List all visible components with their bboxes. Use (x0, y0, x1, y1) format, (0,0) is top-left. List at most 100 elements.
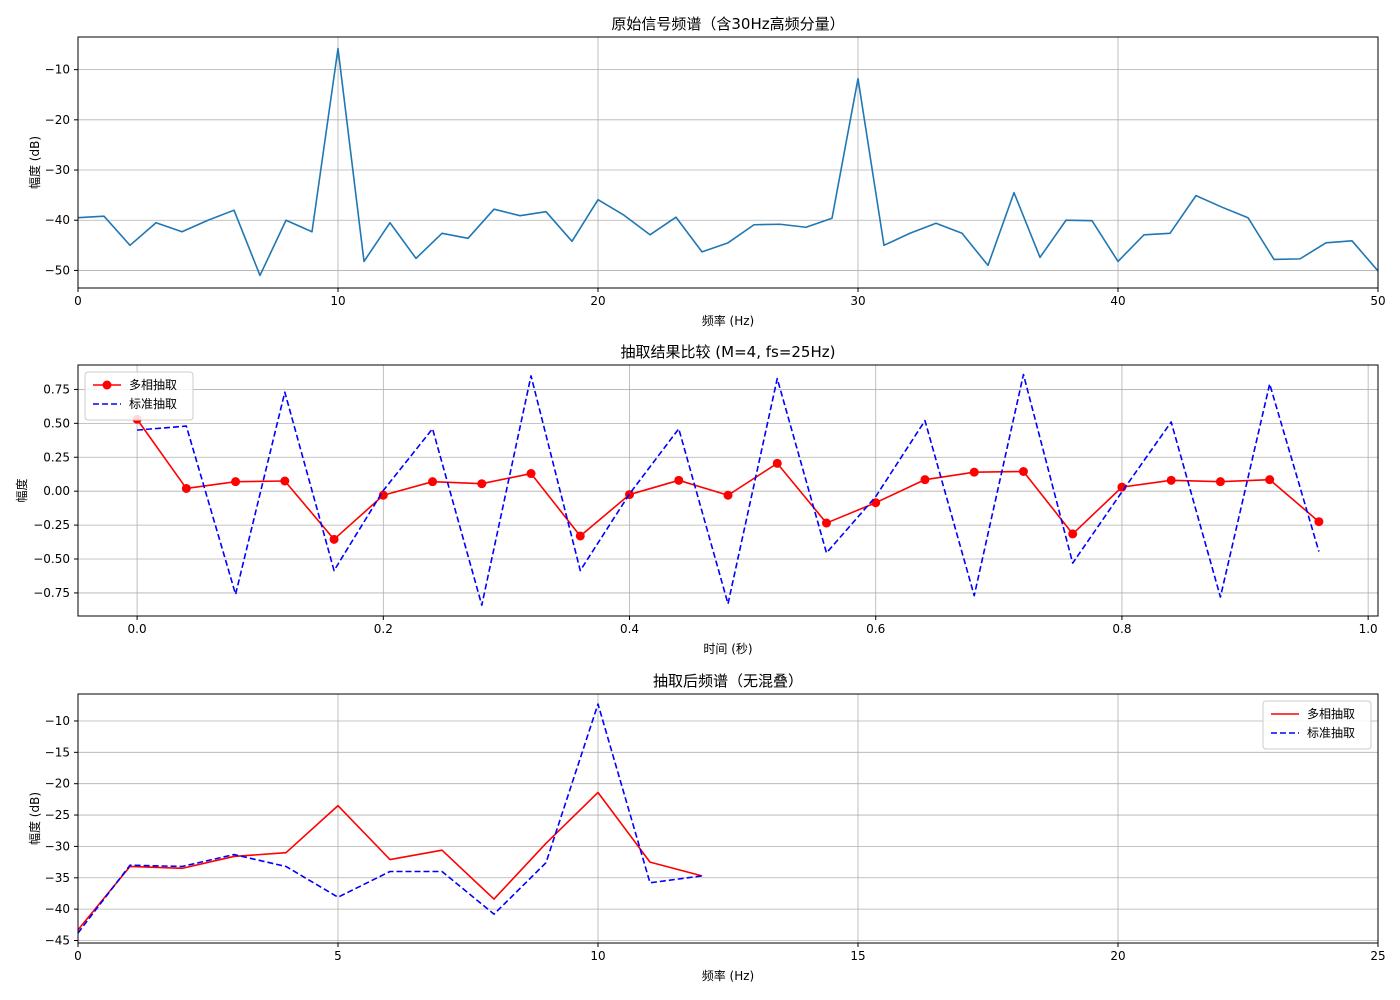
data-point (1068, 529, 1078, 539)
legend-item: 多相抽取 (93, 378, 177, 392)
data-point (181, 483, 191, 493)
y-tick-label: 0.25 (43, 450, 70, 464)
y-tick-label: −45 (45, 933, 70, 947)
y-tick-label: −0.25 (33, 518, 70, 532)
data-point (1265, 475, 1275, 485)
x-axis-label: 时间 (秒) (703, 642, 752, 656)
y-tick-label: −10 (45, 63, 70, 77)
data-point (575, 531, 585, 541)
series-line (78, 791, 703, 931)
y-tick-label: −0.50 (33, 552, 70, 566)
plot-area (78, 694, 1378, 943)
legend-label: 标准抽取 (1307, 726, 1355, 740)
x-tick-label: 5 (334, 949, 342, 963)
y-tick-label: −20 (45, 113, 70, 127)
y-tick-label: −50 (45, 263, 70, 277)
chart-title: 原始信号频谱（含30Hz高频分量） (611, 15, 844, 33)
x-tick-label: 25 (1370, 949, 1385, 963)
y-tick-label: −15 (45, 745, 70, 759)
y-tick-label: −0.75 (33, 586, 70, 600)
x-tick-label: 0.6 (866, 622, 885, 636)
data-point (1018, 467, 1028, 477)
y-tick-label: 0.50 (43, 416, 70, 430)
chart-original-spectrum: 0 10 20 30 40 50 −50 −40 −30 −20 −10 原始信号频谱（含30Hz高频… (27, 15, 1386, 328)
x-tick-label: 0.8 (1112, 622, 1131, 636)
x-tick-label: 30 (850, 294, 865, 308)
data-point (1314, 517, 1324, 527)
y-tick-label: 0.00 (43, 484, 70, 498)
data-point (871, 498, 881, 508)
y-tick-label: −40 (45, 213, 70, 227)
series-line (78, 47, 1378, 277)
legend-item: 标准抽取 (93, 397, 177, 411)
series-2 (78, 703, 703, 934)
y-axis-label: 幅度 (14, 478, 29, 502)
legend-box (1262, 700, 1372, 750)
legend-item: 多相抽取 (1271, 707, 1355, 721)
x-tick-label: 10 (590, 949, 605, 963)
x-tick-label: 0.2 (374, 622, 393, 636)
data-point (1215, 477, 1225, 487)
data-point (526, 469, 536, 479)
data-point (674, 475, 684, 485)
data-point (280, 476, 290, 486)
data-point (378, 490, 388, 500)
data-point (231, 477, 241, 487)
series-1 (78, 47, 1378, 277)
x-tick-label: 50 (1370, 294, 1385, 308)
x-tick-label: 20 (1110, 949, 1125, 963)
legend-box (84, 371, 194, 421)
x-tick-label: 20 (590, 294, 605, 308)
x-tick-label: 0.0 (128, 622, 147, 636)
y-axis-label: 幅度 (dB) (27, 792, 42, 845)
data-point (821, 518, 831, 528)
y-tick-label: −30 (45, 839, 70, 853)
data-point (477, 479, 487, 489)
x-tick-label: 1.0 (1359, 622, 1378, 636)
legend-label: 多相抽取 (129, 378, 177, 392)
chart-title: 抽取结果比较 (M=4, fs=25Hz) (621, 343, 836, 361)
x-tick-label: 40 (1110, 294, 1125, 308)
data-point (428, 477, 438, 487)
series-1 (78, 791, 703, 931)
axes-frame (77, 693, 1379, 944)
data-point (772, 458, 782, 468)
series-line (78, 703, 703, 934)
plot-area (78, 365, 1378, 616)
y-tick-label: −35 (45, 871, 70, 885)
data-point (1166, 475, 1176, 485)
data-point (723, 490, 733, 500)
x-tick-label: 15 (850, 949, 865, 963)
y-axis-label: 幅度 (dB) (27, 136, 42, 189)
x-axis-label: 频率 (Hz) (702, 968, 755, 983)
y-tick-label: −10 (45, 714, 70, 728)
x-tick-label: 0 (74, 294, 82, 308)
chart-title: 抽取后频谱（无混叠） (653, 672, 803, 690)
legend-label: 多相抽取 (1307, 707, 1355, 721)
chart-decimation-compare: 0.0 0.2 0.4 0.6 0.8 1.0 −0.75 −0.50 −0.25 0.00 0.2… (14, 343, 1379, 656)
y-tick-label: 0.75 (43, 382, 70, 396)
legend-marker (102, 380, 112, 390)
legend-item: 标准抽取 (1271, 726, 1355, 740)
y-tick-label: −25 (45, 808, 70, 822)
series-2 (137, 373, 1320, 606)
y-tick-label: −20 (45, 777, 70, 791)
data-layer (78, 703, 703, 934)
axes-frame (77, 364, 1379, 617)
data-point (969, 467, 979, 477)
series-line (137, 373, 1320, 606)
legend-label: 标准抽取 (129, 397, 177, 411)
data-point (329, 534, 339, 544)
y-tick-label: −30 (45, 163, 70, 177)
axes-frame (77, 36, 1379, 289)
x-tick-label: 0.4 (620, 622, 639, 636)
plot-area (78, 37, 1378, 288)
y-tick-label: −40 (45, 902, 70, 916)
x-tick-label: 0 (74, 949, 82, 963)
x-tick-label: 10 (330, 294, 345, 308)
data-point (920, 475, 930, 485)
x-axis-label: 频率 (Hz) (702, 313, 755, 328)
